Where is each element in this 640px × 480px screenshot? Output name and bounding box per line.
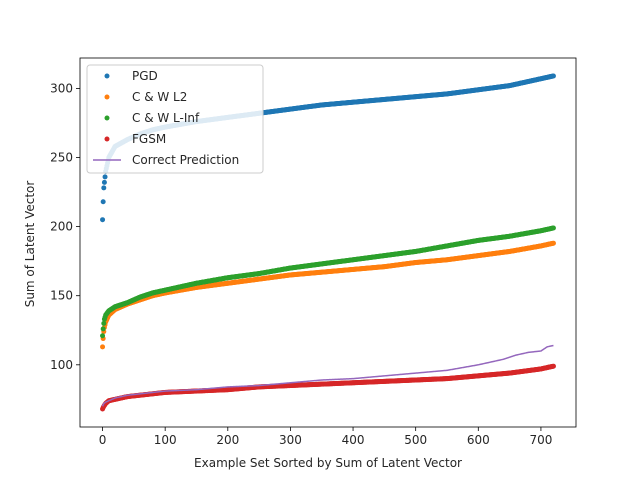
x-tick-label: 300: [279, 433, 302, 447]
y-axis-label: Sum of Latent Vector: [23, 181, 37, 308]
x-axis-label: Example Set Sorted by Sum of Latent Vect…: [194, 456, 462, 470]
legend-entry: C & W L2: [132, 90, 187, 104]
legend-entry: C & W L-Inf: [132, 111, 200, 125]
data-point: [550, 240, 556, 246]
legend-marker: [104, 73, 110, 79]
x-tick-label: 0: [99, 433, 107, 447]
data-point: [101, 185, 107, 191]
series-3: [100, 363, 556, 412]
x-tick-label: 100: [154, 433, 177, 447]
y-tick-label: 300: [50, 81, 73, 95]
y-tick-label: 250: [50, 151, 73, 165]
y-tick-label: 200: [50, 220, 73, 234]
y-tick-label: 100: [50, 358, 73, 372]
x-tick-label: 700: [529, 433, 552, 447]
data-point: [101, 320, 107, 326]
x-tick-label: 500: [404, 433, 427, 447]
data-point: [101, 179, 107, 185]
axes-frame: [79, 57, 577, 428]
legend-box: [86, 64, 264, 174]
legend-entry: Correct Prediction: [132, 153, 239, 167]
axes: 0 100 200 300 400 500 600 700 100 150 200 250 300: [50, 57, 577, 447]
legend-entry: PGD: [132, 69, 158, 83]
data-point: [100, 344, 106, 350]
x-tick-label: 600: [467, 433, 490, 447]
data-point: [550, 363, 556, 369]
legend-marker: [104, 136, 110, 142]
data-point: [100, 333, 106, 339]
legend-marker: [104, 115, 110, 121]
data-point: [102, 174, 108, 180]
series-4: [101, 344, 554, 407]
x-tick-label: 400: [342, 433, 365, 447]
legend-marker: [104, 94, 110, 100]
legend-entry: FGSM: [132, 132, 166, 146]
y-tick-label: 150: [50, 289, 73, 303]
legend: PGD C & W L2 C & W L-Inf FGSM Correct Predic…: [86, 64, 264, 174]
data-point: [550, 73, 556, 79]
data-point: [550, 225, 556, 231]
x-tick-label: 200: [216, 433, 239, 447]
series-2: [100, 225, 556, 339]
data-point: [100, 199, 106, 205]
series-line-4: [101, 344, 554, 407]
data-point: [100, 326, 106, 332]
data-point: [100, 217, 106, 223]
